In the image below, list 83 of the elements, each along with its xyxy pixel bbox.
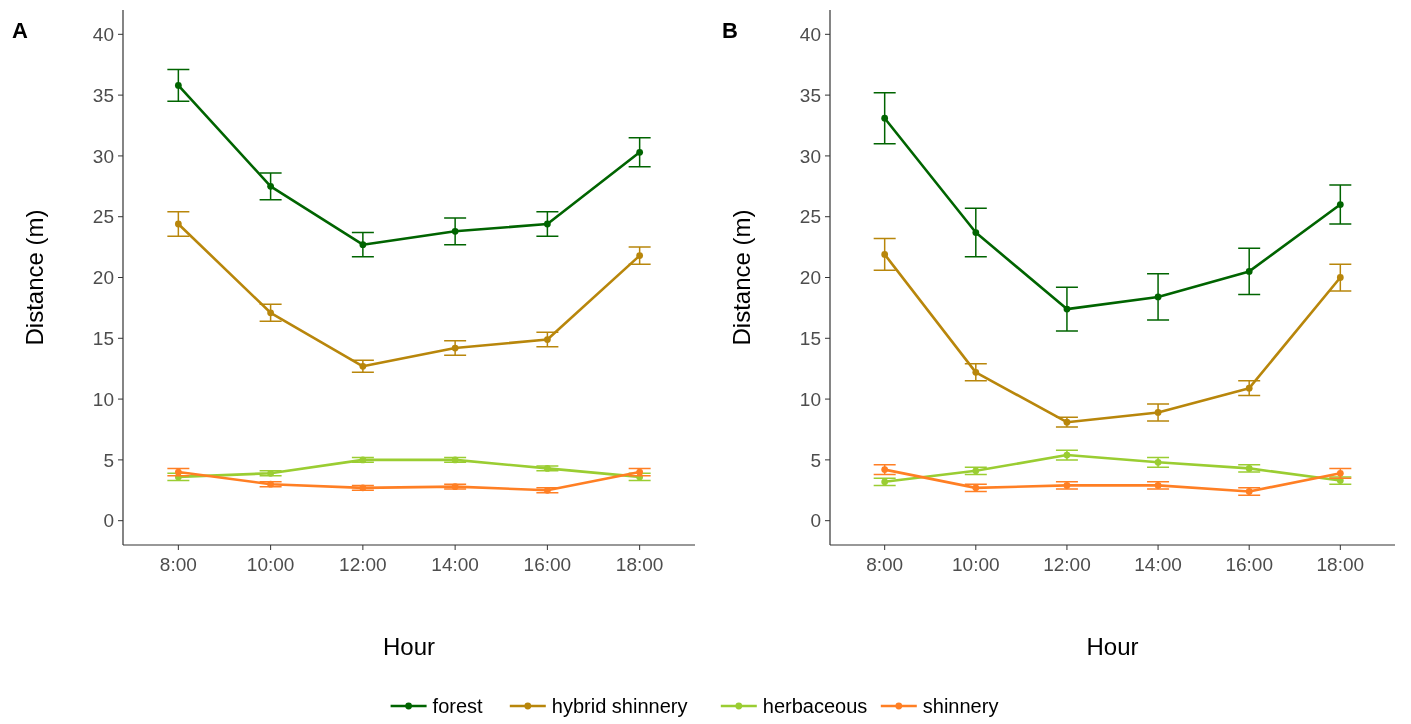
point [636,148,644,156]
point [1336,201,1344,208]
x-tick-label: 10:00 [952,554,1000,575]
point [267,480,274,488]
y-axis-title: Distance (m) [728,209,755,346]
point [636,252,644,259]
point [267,182,274,190]
chart-title: B [722,18,738,43]
y-tick-label: 0 [103,510,114,532]
x-tick-label: 14:00 [431,554,479,575]
point [174,220,182,228]
legend-label: herbaceous [762,695,868,717]
x-tick-label: 12:00 [1043,554,1091,575]
x-tick-label: 10:00 [246,554,295,575]
legend-label: shinnery [922,695,999,717]
point [1063,418,1071,426]
point [1336,469,1344,477]
y-tick-label: 30 [92,145,114,167]
point [1245,488,1253,495]
point [451,456,459,464]
y-tick-label: 10 [92,388,114,410]
point [1063,305,1071,313]
y-tick-label: 0 [810,510,821,532]
point [1154,482,1162,489]
y-tick-label: 5 [810,449,821,471]
y-tick-label: 25 [799,206,821,228]
point [174,468,182,476]
legend-label: hybrid shinnery [551,695,688,717]
x-tick-label: 18:00 [615,554,664,575]
legend-label: forest [432,695,484,717]
point [174,82,182,89]
y-tick-label: 5 [103,449,114,471]
point [359,362,367,370]
y-tick-label: 25 [92,206,114,228]
point [1063,451,1071,459]
point [881,466,889,473]
y-tick-label: 35 [92,84,114,106]
point [359,241,367,249]
y-tick-label: 20 [799,267,821,289]
x-tick-label: 8:00 [866,554,904,575]
y-tick-label: 40 [799,23,821,45]
point [1154,458,1162,466]
point [1245,384,1253,392]
point [1154,409,1162,416]
y-tick-label: 30 [799,145,821,167]
y-axis-title: Distance (m) [21,209,48,346]
point [972,229,980,236]
point [1245,465,1253,472]
x-tick-label: 16:00 [523,554,572,575]
y-tick-label: 15 [799,327,821,349]
point [972,368,980,376]
x-tick-label: 14:00 [1134,554,1182,575]
y-tick-label: 10 [799,388,821,410]
point [451,344,459,352]
point [636,468,644,476]
y-tick-label: 20 [92,267,114,289]
x-tick-label: 12:00 [339,554,387,575]
point [451,227,459,235]
point [1336,274,1344,281]
y-tick-label: 35 [799,84,821,106]
point [544,220,551,228]
point [881,478,889,486]
point [1245,268,1253,275]
point [881,251,889,258]
point [1154,293,1162,301]
point [544,465,551,472]
x-tick-label: 16:00 [1225,554,1273,575]
point [451,483,459,491]
x-tick-label: 8:00 [159,554,197,575]
point [972,484,980,492]
point [1063,482,1071,489]
point [267,309,274,317]
chart-title: A [12,18,28,43]
y-tick-label: 15 [92,327,114,349]
y-tick-label: 40 [92,23,114,45]
x-axis-title: Hour [1086,633,1139,660]
x-tick-label: 18:00 [1316,554,1365,575]
point [359,484,367,492]
point [544,336,551,343]
point [881,114,889,122]
point [359,456,367,464]
point [972,467,980,475]
x-axis-title: Hour [382,633,436,660]
